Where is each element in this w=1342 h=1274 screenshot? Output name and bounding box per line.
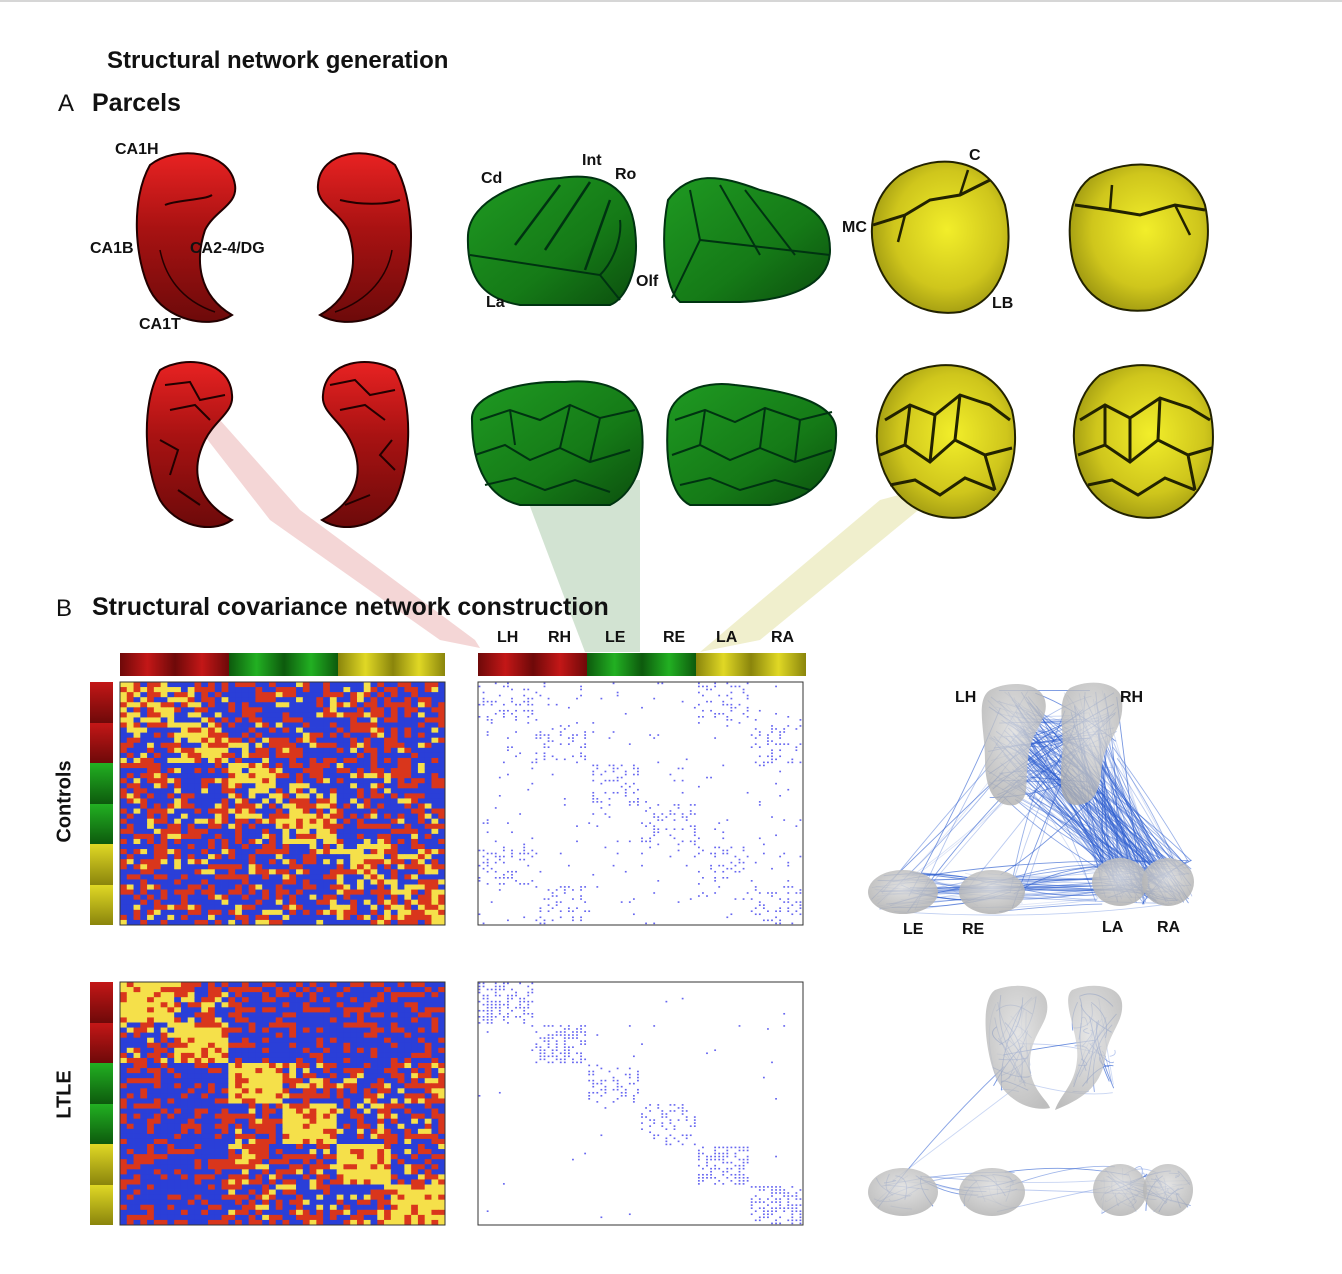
row-label-ltle: LTLE bbox=[53, 1070, 76, 1119]
controls-network-graph bbox=[868, 682, 1194, 916]
label-cd: Cd bbox=[481, 170, 503, 187]
label-ro: Ro bbox=[615, 166, 637, 183]
colbar-label-lh: LH bbox=[497, 629, 519, 646]
network-label-lh: LH bbox=[955, 689, 977, 706]
label-lb: LB bbox=[992, 295, 1014, 312]
figure-title: Structural network generation bbox=[107, 47, 449, 74]
label-olf: Olf bbox=[636, 273, 659, 290]
left-amygdala-parcels bbox=[875, 364, 1016, 519]
ltle-network-graph bbox=[868, 985, 1193, 1216]
colbar-label-ra: RA bbox=[771, 629, 795, 646]
right-entorhinal-subfields bbox=[663, 177, 832, 303]
left-amygdala-subfields bbox=[870, 160, 1010, 314]
panel-a-letter: A bbox=[58, 90, 75, 117]
right-amygdala-subfields bbox=[1068, 163, 1209, 312]
network-label-le: LE bbox=[903, 921, 924, 938]
colbar-label-le: LE bbox=[605, 629, 626, 646]
label-ca2-4-dg: CA2-4/DG bbox=[190, 240, 265, 257]
right-amygdala-parcels bbox=[1072, 364, 1214, 519]
left-hippocampus-parcels bbox=[145, 361, 234, 529]
network-label-la: LA bbox=[1102, 919, 1124, 936]
matrix-top-colorbar-right bbox=[478, 653, 806, 676]
right-hippocampus-parcels bbox=[320, 361, 410, 529]
left-entorhinal-parcels bbox=[470, 380, 644, 506]
ltle-side-colorbar bbox=[90, 982, 113, 1225]
right-entorhinal-parcels bbox=[666, 383, 838, 506]
controls-side-colorbar bbox=[90, 682, 113, 925]
label-mc: MC bbox=[842, 219, 867, 236]
entorhinal-connector-fan bbox=[520, 480, 640, 652]
panel-b-title: Structural covariance network constructi… bbox=[92, 593, 609, 621]
network-label-ra: RA bbox=[1157, 919, 1181, 936]
controls-covariance-matrix bbox=[120, 682, 445, 925]
label-ca1t: CA1T bbox=[139, 316, 181, 333]
label-c: C bbox=[969, 147, 981, 164]
row-label-controls: Controls bbox=[53, 760, 76, 843]
panel-a-title: Parcels bbox=[92, 89, 181, 117]
left-hippocampus-subfields bbox=[135, 152, 237, 323]
label-ca1b: CA1B bbox=[90, 240, 134, 257]
right-hippocampus-subfields bbox=[316, 152, 412, 323]
colbar-label-la: LA bbox=[716, 629, 738, 646]
ltle-covariance-matrix bbox=[120, 982, 445, 1225]
controls-binary-matrix bbox=[478, 682, 802, 925]
network-label-rh: RH bbox=[1120, 689, 1144, 706]
colbar-label-rh: RH bbox=[548, 629, 572, 646]
colbar-label-re: RE bbox=[663, 629, 686, 646]
label-int: Int bbox=[582, 152, 602, 169]
label-ca1h: CA1H bbox=[115, 141, 159, 158]
network-label-re: RE bbox=[962, 921, 985, 938]
top-border bbox=[0, 0, 1342, 2]
left-entorhinal-subfields bbox=[466, 175, 637, 306]
ltle-binary-matrix bbox=[478, 982, 802, 1225]
panel-b-letter: B bbox=[56, 595, 73, 622]
label-la-entorhinal: La bbox=[486, 294, 505, 311]
amygdala-connector-fan bbox=[700, 480, 955, 652]
matrix-top-colorbar-left bbox=[120, 653, 445, 676]
hippocampus-connector-fan bbox=[200, 420, 480, 648]
